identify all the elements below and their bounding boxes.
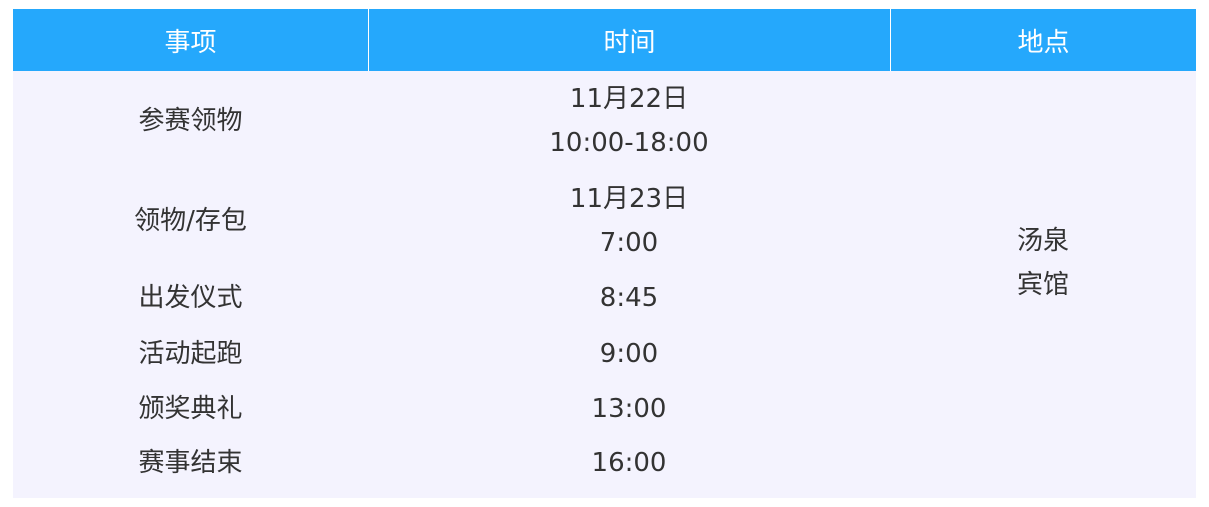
place-cell: 汤泉 宾馆 <box>890 219 1196 307</box>
header-event: 事项 <box>13 9 368 71</box>
time-cell: 13:00 <box>591 394 667 424</box>
event-cell: 赛事结束 <box>138 448 243 478</box>
event-cell: 领物/存包 <box>134 206 247 236</box>
header-time: 时间 <box>369 9 890 71</box>
time-cell: 11月23日 7:00 <box>368 177 890 265</box>
event-cell: 出发仪式 <box>138 283 243 313</box>
time-date: 11月23日 <box>569 184 689 214</box>
time-cell: 8:45 <box>599 283 659 313</box>
time-value: 7:00 <box>599 228 659 258</box>
header-place: 地点 <box>891 9 1196 71</box>
event-cell: 活动起跑 <box>138 339 243 369</box>
time-cell: 9:00 <box>599 339 659 369</box>
place-line: 宾馆 <box>1016 270 1069 300</box>
table-body <box>13 71 1196 498</box>
time-cell: 11月22日 10:00-18:00 <box>368 77 890 165</box>
time-date: 11月22日 <box>569 84 689 114</box>
event-cell: 颁奖典礼 <box>138 394 243 424</box>
time-range: 10:00-18:00 <box>549 128 709 158</box>
time-cell: 16:00 <box>591 448 667 478</box>
event-cell: 参赛领物 <box>138 106 243 136</box>
place-line: 汤泉 <box>1016 226 1069 256</box>
